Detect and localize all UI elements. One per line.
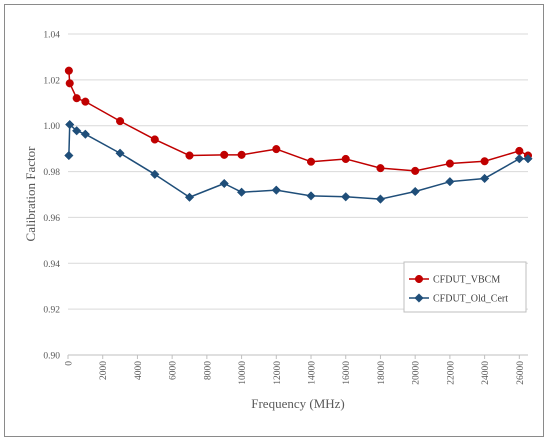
data-point	[341, 192, 351, 202]
data-point	[64, 150, 74, 161]
x-tick-label: 20000	[412, 361, 422, 385]
data-point	[81, 97, 90, 106]
y-tick-label: 0.92	[43, 306, 60, 316]
legend-box	[403, 261, 527, 313]
x-tick-label: 0	[65, 361, 75, 366]
x-tick-label: 24000	[481, 361, 491, 385]
data-point	[65, 79, 74, 88]
y-tick-label: 0.94	[43, 260, 60, 270]
y-tick-label: 1.00	[43, 122, 60, 132]
x-tick-label: 18000	[377, 361, 387, 385]
legend: CFDUT_VBCM CFDUT_Old_Cert	[403, 261, 527, 313]
data-point	[411, 166, 420, 175]
legend-item: CFDUT_VBCM	[409, 275, 500, 286]
data-point	[115, 148, 125, 158]
y-axis-title: Calibration Factor	[23, 146, 38, 242]
y-tick-labels: 0.90 0.92 0.94 0.96 0.98 1.00 1.02 1.04	[43, 31, 60, 362]
axes	[67, 354, 528, 359]
series-CFDUT_Old_Cert	[64, 119, 533, 204]
legend-label: CFDUT_VBCM	[433, 275, 500, 286]
data-point	[80, 129, 91, 139]
data-point	[523, 154, 533, 164]
y-tick-label: 1.02	[43, 76, 60, 86]
data-point	[514, 154, 524, 164]
legend-label: CFDUT_Old_Cert	[433, 294, 508, 305]
x-tick-label: 2000	[99, 361, 109, 380]
x-tick-label: 14000	[308, 361, 318, 385]
data-point	[184, 192, 195, 202]
data-point	[445, 177, 455, 187]
data-point	[236, 187, 247, 197]
x-tick-label: 8000	[203, 361, 213, 380]
x-axis-title: Frequency (MHz)	[251, 396, 345, 411]
data-point	[341, 154, 350, 164]
data-point	[72, 94, 81, 103]
data-point	[65, 119, 75, 130]
series-CFDUT_VBCM	[64, 66, 533, 175]
y-tick-label: 0.90	[43, 352, 60, 362]
x-tick-label: 12000	[273, 361, 283, 385]
data-point	[414, 293, 424, 303]
data-point	[272, 145, 281, 154]
data-point	[479, 173, 490, 184]
x-tick-label: 22000	[446, 361, 456, 385]
y-tick-label: 0.98	[43, 168, 60, 178]
series	[64, 66, 533, 204]
legend-item: CFDUT_Old_Cert	[409, 293, 508, 305]
data-point	[150, 135, 159, 144]
data-point	[410, 186, 420, 197]
x-tick-label: 6000	[169, 361, 179, 380]
data-point	[515, 146, 524, 155]
data-point	[219, 178, 229, 189]
x-tick-label: 16000	[342, 361, 352, 385]
data-point	[150, 169, 160, 179]
legend-items: CFDUT_VBCM CFDUT_Old_Cert	[409, 275, 508, 305]
data-point	[220, 150, 229, 159]
data-point	[237, 150, 246, 159]
data-point	[185, 151, 194, 160]
y-tick-label: 0.96	[43, 214, 60, 224]
data-point	[306, 191, 316, 201]
x-tick-label: 4000	[134, 361, 144, 380]
data-point	[64, 66, 73, 75]
data-point	[116, 117, 125, 126]
data-point	[376, 164, 385, 173]
data-point	[445, 159, 454, 168]
x-tick-label: 10000	[238, 361, 248, 385]
data-point	[480, 157, 489, 166]
y-tick-label: 1.04	[43, 31, 60, 41]
data-point	[306, 157, 316, 166]
data-point	[375, 194, 386, 204]
x-tick-label: 26000	[516, 361, 526, 385]
data-point	[271, 185, 281, 195]
series-line	[68, 70, 529, 172]
chart-frame	[4, 4, 544, 437]
x-tick-labels: 0 2000 4000 6000 8000 10000 12000 14000 16000 180…	[65, 361, 526, 385]
series-line	[68, 123, 528, 200]
data-point	[414, 274, 424, 284]
data-point	[72, 126, 82, 136]
